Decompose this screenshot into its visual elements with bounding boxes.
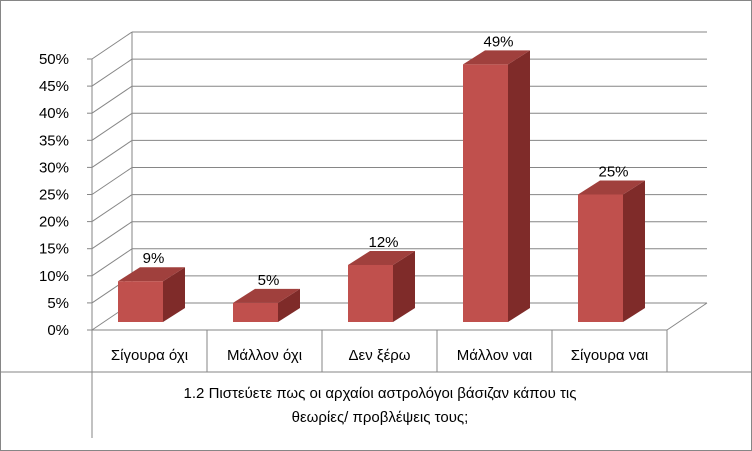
gridline-side	[91, 221, 133, 250]
bar-front	[118, 281, 163, 322]
y-tick-label: 15%	[39, 241, 69, 258]
category-label: Σίγουρα ναι	[571, 347, 649, 364]
category-label: Σίγουρα όχι	[111, 347, 188, 364]
axis-title-line: θεωρίες/ προβλέψεις τους;	[292, 409, 469, 426]
bar-top	[463, 50, 530, 65]
gridline-side	[91, 194, 133, 223]
bar-side	[278, 288, 300, 322]
bar-4	[463, 50, 530, 323]
y-tick-label: 5%	[47, 295, 69, 312]
gridline-side	[91, 85, 133, 114]
data-label: 5%	[258, 272, 280, 289]
bar-side	[393, 250, 415, 322]
bar-side	[508, 50, 530, 323]
category-label: Μάλλον όχι	[227, 347, 302, 364]
y-tick-label: 10%	[39, 268, 69, 285]
gridline-side	[91, 31, 133, 60]
y-tick-label: 20%	[39, 214, 69, 231]
data-label: 49%	[483, 33, 513, 50]
category-label: Δεν ξέρω	[348, 347, 410, 364]
y-tick-label: 40%	[39, 105, 69, 122]
data-label: 9%	[143, 250, 165, 267]
gridline-side	[91, 167, 133, 195]
bar-2	[233, 288, 300, 322]
axis-title-line: 1.2 Πιστεύετε πως οι αρχαίοι αστρολόγοι …	[184, 385, 577, 402]
floor-right-edge	[666, 302, 708, 331]
data-label: 25%	[598, 164, 628, 181]
y-tick-label: 25%	[39, 187, 69, 204]
category-label: Μάλλον ναι	[457, 347, 532, 364]
bar-top	[233, 288, 300, 303]
gridline-side	[91, 139, 133, 168]
bar-top	[578, 180, 645, 195]
bar-side	[623, 180, 645, 322]
bar-side	[163, 267, 185, 322]
gridline-side	[91, 112, 133, 141]
bar-front	[578, 194, 623, 322]
bar-front	[233, 302, 278, 322]
bar-front	[463, 64, 508, 323]
gridline-side	[91, 58, 133, 87]
bar-front	[348, 264, 393, 322]
bar-5	[578, 180, 645, 322]
y-tick-label: 35%	[39, 132, 69, 149]
bar-3	[348, 250, 415, 322]
y-tick-label: 45%	[39, 78, 69, 95]
data-label: 12%	[368, 234, 398, 251]
y-tick-label: 50%	[39, 51, 69, 68]
bar-1	[118, 267, 185, 322]
bar-top	[118, 267, 185, 282]
y-tick-label: 0%	[47, 322, 69, 339]
bar-top	[348, 250, 415, 265]
gridline-side	[91, 248, 133, 277]
y-tick-label: 30%	[39, 159, 69, 176]
